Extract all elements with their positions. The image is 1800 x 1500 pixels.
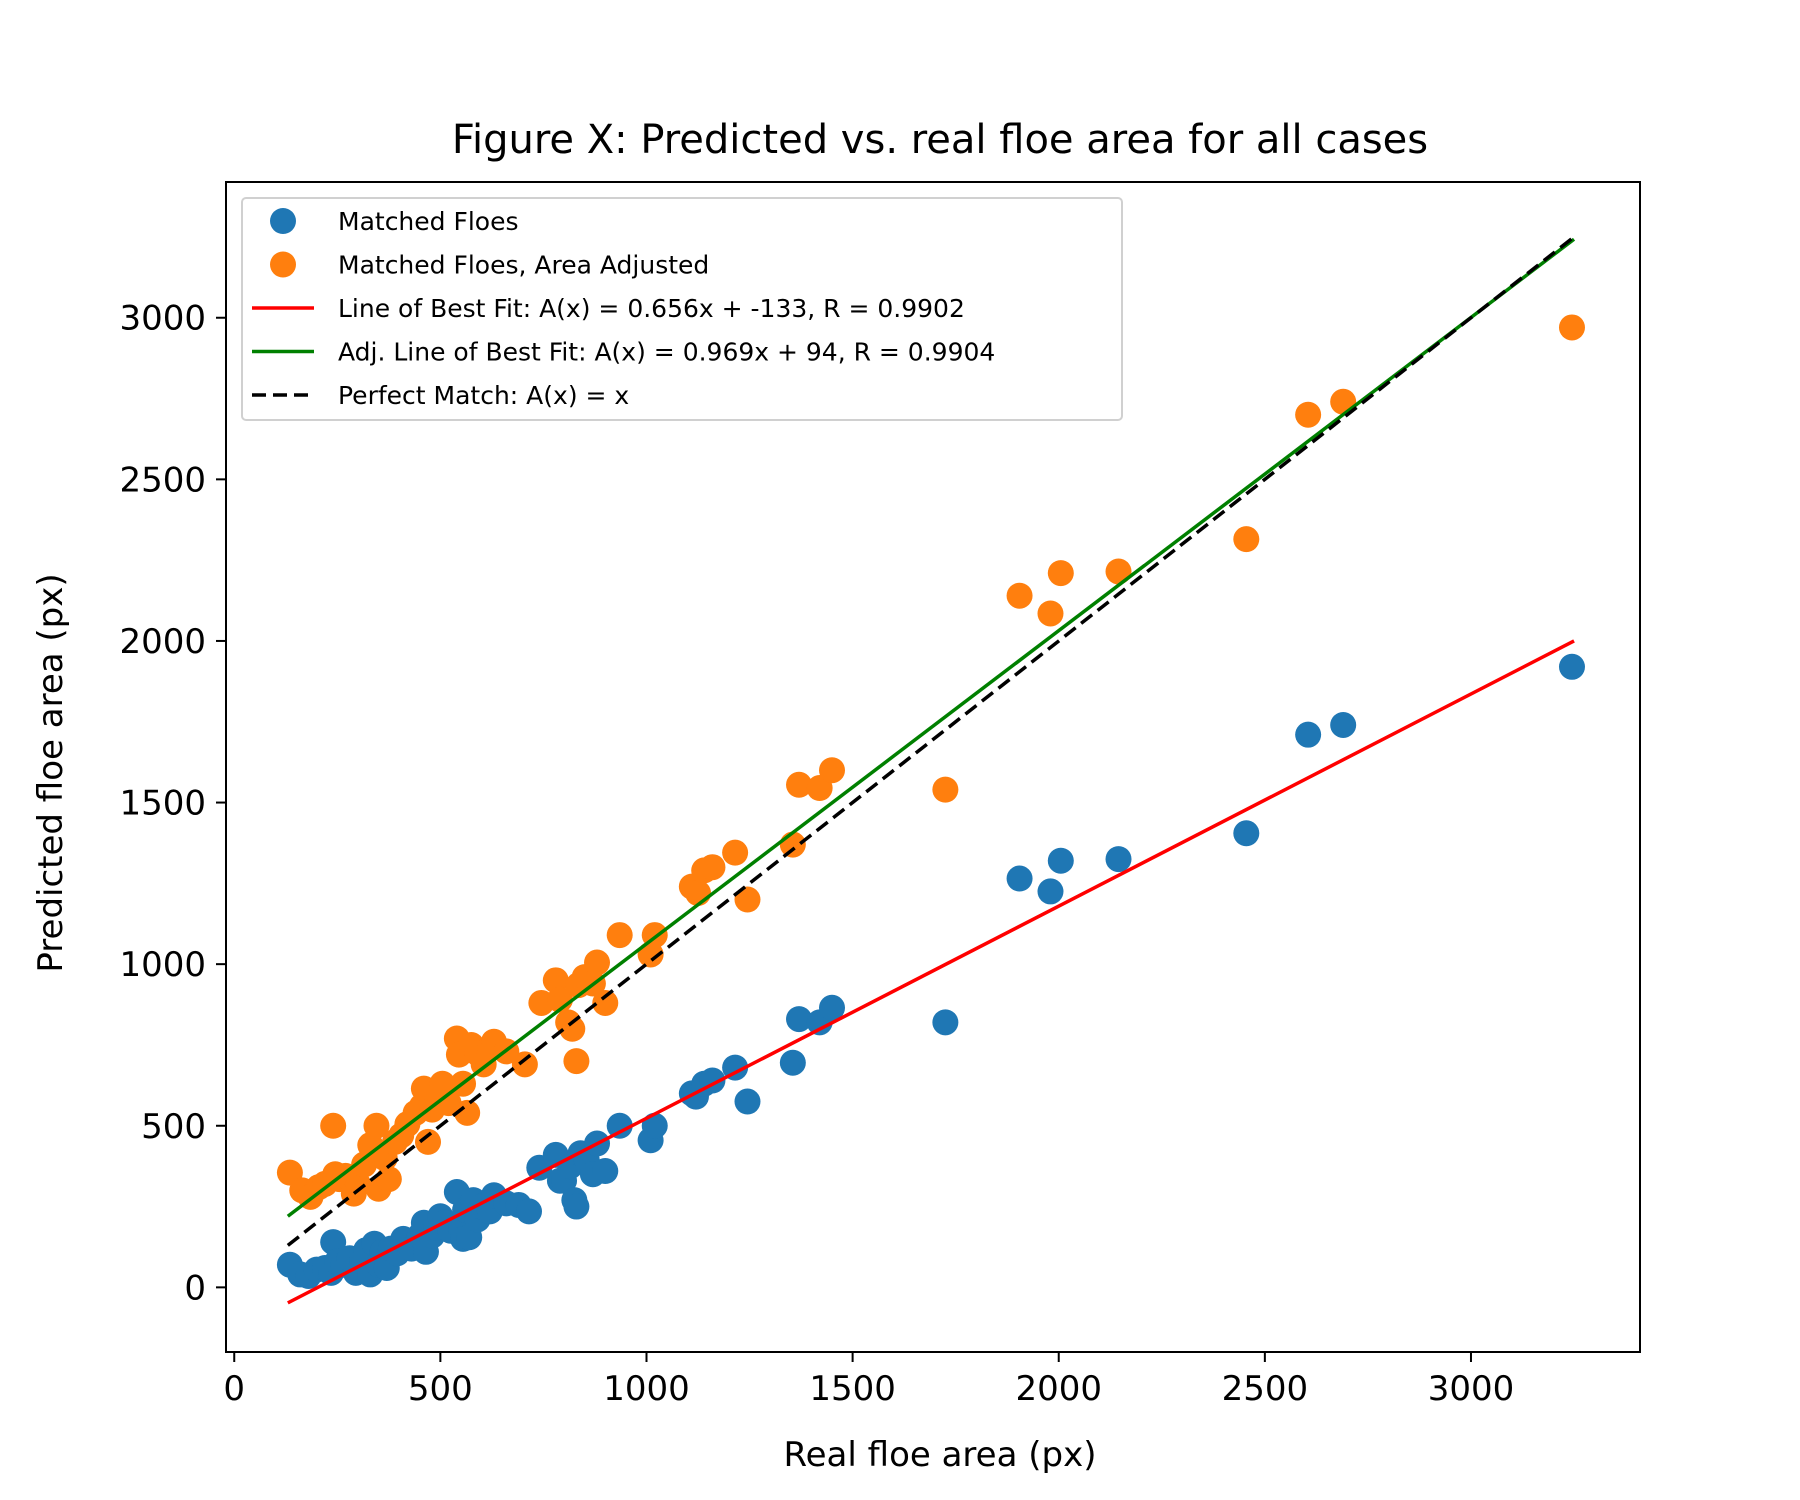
adjusted-floe-point-58: [734, 886, 761, 913]
legend-item-perfect-match-a-x-x: Perfect Match: A(x) = x: [252, 381, 629, 410]
matched-floe-point-54: [592, 1158, 619, 1185]
y-tick-label-2500: 2500: [119, 460, 206, 500]
matched-floe-point-76: [1558, 653, 1585, 680]
plot-marks: [276, 235, 1585, 1305]
x-tick-label-2500: 2500: [1222, 1369, 1309, 1409]
adjusted-floe-point-59: [779, 831, 806, 858]
matched-floe-point-42: [516, 1198, 542, 1225]
adjusted-floe-point-50: [606, 922, 633, 949]
matched-floe-point-75: [1330, 711, 1357, 738]
adjusted-floe-point-13: [363, 1112, 390, 1139]
matched-floe-point-49: [563, 1193, 590, 1220]
adjusted-floe-point-16: [375, 1166, 402, 1193]
legend-label: Matched Floes: [338, 207, 519, 236]
matched-floe-point-57: [641, 1112, 668, 1139]
adjusted-floe-point-51: [637, 941, 664, 968]
adjusted-floe-point-60: [786, 771, 813, 798]
matched-floe-point-69: [1006, 865, 1033, 892]
y-tick-label-2000: 2000: [119, 622, 206, 662]
plot-frame: [225, 181, 1641, 1353]
adjusted-floe-point-71: [1558, 314, 1585, 341]
x-tick-label-0: 0: [223, 1369, 245, 1409]
legend-label: Line of Best Fit: A(x) = 0.656x + -133, …: [338, 294, 965, 323]
adjusted-floe-point-49: [592, 989, 619, 1016]
adjusted-floe-point-66: [1047, 560, 1074, 587]
matched-floe-point-72: [1105, 846, 1132, 873]
adjusted-floe-point-65: [1037, 600, 1064, 627]
matched-floe-point-64: [779, 1049, 806, 1076]
matched-floe-point-67: [819, 994, 845, 1021]
adjusted-floe-point-38: [511, 1051, 538, 1078]
legend: Matched Floes Matched Floes, Area Adjuste…: [241, 197, 1123, 421]
adjusted-floe-point-31: [454, 1099, 481, 1126]
legend-box: [241, 197, 1123, 421]
adjusted-floe-point-5: [320, 1112, 347, 1139]
legend-marker: [270, 208, 296, 234]
legend-label: Perfect Match: A(x) = x: [338, 381, 629, 410]
legend-item-line-of-best-fit-a-x-0-656x-133-r-0-9902: Line of Best Fit: A(x) = 0.656x + -133, …: [252, 294, 965, 323]
series-matched-floes: [276, 653, 1585, 1290]
line-adj-line-of-best-fit-a-x-0-969x-94-r-0-9: [286, 237, 1576, 1218]
legend-marker: [270, 251, 296, 278]
matched-floe-point-63: [734, 1088, 761, 1115]
adjusted-floe-point-43: [559, 1015, 586, 1042]
y-tick-label-3000: 3000: [119, 299, 206, 339]
x-tick-label-2000: 2000: [1015, 1369, 1102, 1409]
adjusted-floe-point-69: [1295, 401, 1322, 428]
adjusted-floe-point-23: [415, 1128, 441, 1155]
y-tick-label-0: 0: [184, 1268, 206, 1308]
legend-item-adj-line-of-best-fit-a-x-0-969x-94-r-0-9: Adj. Line of Best Fit: A(x) = 0.969x + 9…: [252, 338, 995, 367]
x-tick-label-3000: 3000: [1428, 1369, 1515, 1409]
adjusted-floe-point-48: [584, 949, 611, 976]
matched-floe-point-74: [1295, 721, 1322, 748]
legend-label: Adj. Line of Best Fit: A(x) = 0.969x + 9…: [338, 338, 995, 367]
x-axis-label: Real floe area (px): [784, 1435, 1097, 1475]
matched-floe-point-71: [1047, 847, 1074, 874]
adjusted-floe-point-67: [1105, 558, 1132, 585]
line-line-of-best-fit-a-x-0-656x-133-r-0-9902: [287, 639, 1575, 1305]
x-tick-label-1500: 1500: [809, 1369, 896, 1409]
x-tick-label-500: 500: [408, 1369, 473, 1409]
adjusted-floe-point-54: [685, 880, 712, 907]
adjusted-floe-point-63: [932, 776, 959, 803]
adjusted-floe-point-57: [722, 839, 749, 866]
adjusted-floe-point-64: [1006, 582, 1033, 609]
y-tick-label-1000: 1000: [119, 945, 206, 985]
legend-label: Matched Floes, Area Adjusted: [338, 251, 709, 280]
matched-floe-point-68: [932, 1009, 959, 1036]
matched-floe-point-65: [786, 1006, 813, 1033]
adjusted-floe-point-68: [1233, 526, 1260, 553]
x-axis: 0 500 1000 1500 2000 2500 3000: [223, 1352, 1514, 1409]
adjusted-floe-point-56: [699, 854, 726, 881]
matched-floe-point-70: [1037, 878, 1064, 905]
y-axis-label: Predicted floe area (px): [31, 573, 71, 972]
matched-floe-point-55: [606, 1112, 633, 1139]
x-tick-label-1000: 1000: [603, 1369, 690, 1409]
matched-floe-point-73: [1233, 820, 1260, 847]
chart-title: Figure X: Predicted vs. real floe area f…: [452, 117, 1428, 163]
adjusted-floe-point-62: [819, 757, 845, 784]
adjusted-floe-point-44: [563, 1048, 590, 1075]
adjusted-floe-point-40: [542, 967, 569, 994]
y-tick-label-1500: 1500: [119, 784, 206, 824]
legend-item-matched-floes-area-adjusted: Matched Floes, Area Adjusted: [270, 251, 709, 280]
matched-floe-point-6: [320, 1229, 347, 1256]
series-matched-floes-area-adjusted: [276, 314, 1585, 1210]
legend-item-matched-floes: Matched Floes: [270, 207, 519, 236]
y-tick-label-500: 500: [141, 1107, 206, 1147]
y-axis: 0 500 1000 1500 2000 2500 3000: [119, 299, 226, 1308]
plot-layer: [276, 235, 1585, 1305]
